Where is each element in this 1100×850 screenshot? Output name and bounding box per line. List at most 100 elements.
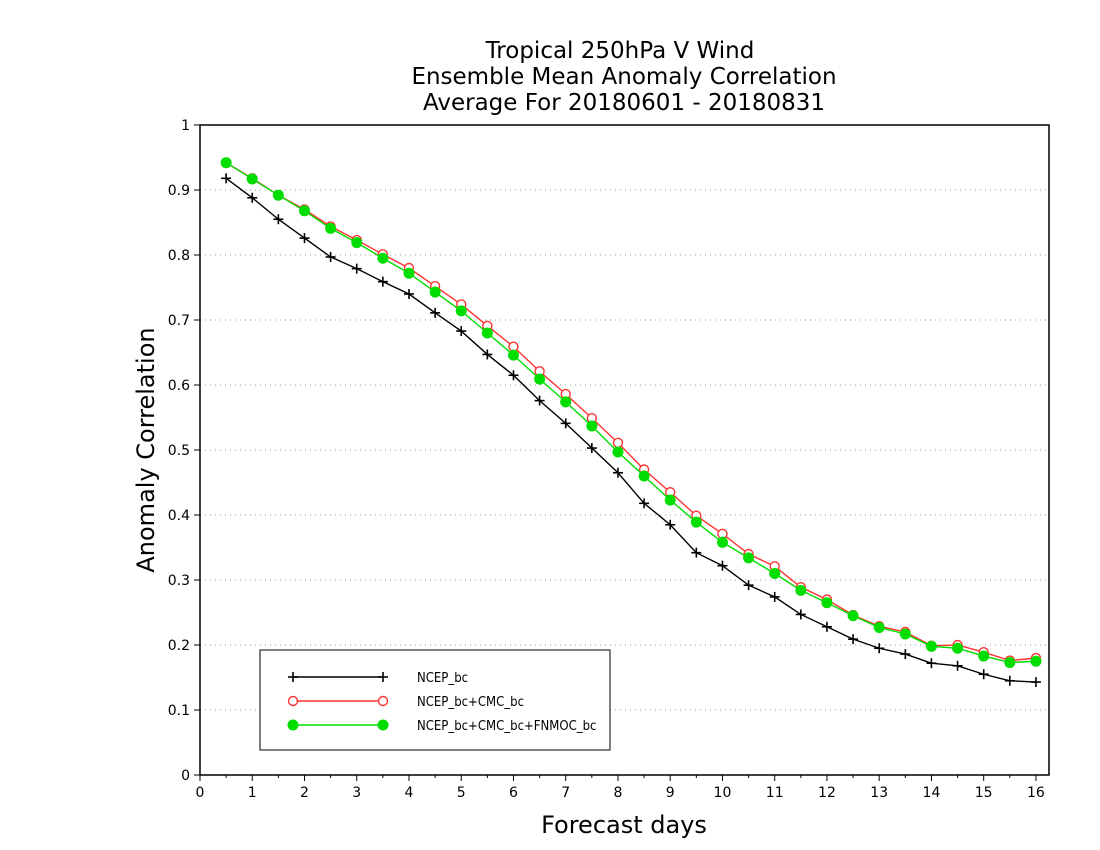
data-point <box>638 470 650 482</box>
series-layer <box>220 157 1042 688</box>
data-point <box>978 650 990 662</box>
legend-marker <box>288 672 298 682</box>
legend-label: NCEP_bc+CMC_bc <box>417 695 524 710</box>
y-tick-label: 0.8 <box>168 248 190 264</box>
data-point <box>377 252 389 264</box>
data-point <box>821 621 832 632</box>
data-point <box>795 584 807 596</box>
data-point <box>325 251 336 262</box>
data-point <box>716 536 728 548</box>
y-tick-label: 0.2 <box>168 638 190 654</box>
x-tick-label: 3 <box>352 785 361 801</box>
series-1 <box>221 173 1041 688</box>
data-point <box>900 649 911 660</box>
data-point <box>874 643 885 654</box>
legend-marker <box>378 672 388 682</box>
data-point <box>717 560 728 571</box>
data-point <box>481 327 493 339</box>
data-point <box>586 420 598 432</box>
x-axis-title: Forecast days <box>541 811 707 839</box>
data-point <box>899 628 911 640</box>
x-tick-label: 4 <box>405 785 414 801</box>
data-point <box>848 634 859 645</box>
data-point <box>795 609 806 620</box>
y-tick-label: 0 <box>181 768 190 784</box>
x-tick-label: 8 <box>614 785 623 801</box>
data-point <box>273 214 284 225</box>
y-tick-label: 1 <box>181 118 190 134</box>
data-point <box>429 286 441 298</box>
data-point <box>508 370 519 381</box>
data-point <box>221 173 232 184</box>
y-tick-label: 0.1 <box>168 703 190 719</box>
data-point <box>612 437 624 449</box>
series-3 <box>220 157 1042 669</box>
data-point <box>403 289 414 299</box>
x-tick-label: 16 <box>1027 785 1045 801</box>
series-line <box>225 162 1036 664</box>
x-tick-label: 7 <box>561 785 570 801</box>
data-point <box>926 658 937 669</box>
data-point <box>560 396 572 408</box>
legend-marker <box>377 695 389 707</box>
series-2 <box>220 157 1042 666</box>
x-tick-label: 1 <box>248 785 257 801</box>
x-tick-label: 10 <box>714 785 732 801</box>
data-point <box>847 610 859 622</box>
data-point <box>325 222 337 234</box>
data-point <box>246 173 258 185</box>
y-tick-label: 0.7 <box>168 313 190 329</box>
data-point <box>691 547 702 558</box>
legend-entry: NCEP_bc+CMC_bc+FNMOC_bc <box>287 719 596 734</box>
data-point <box>743 580 754 591</box>
data-point <box>690 516 702 528</box>
legend-entry: NCEP_bc <box>288 671 468 686</box>
legend-box <box>259 649 611 751</box>
data-point <box>482 349 493 360</box>
y-tick-label: 0.3 <box>168 573 190 589</box>
data-point <box>351 263 362 274</box>
y-axis-title: Anomaly Correlation <box>132 327 160 572</box>
legend-label: NCEP_bc <box>417 671 468 686</box>
x-tick-label: 6 <box>509 785 518 801</box>
data-point <box>507 349 519 361</box>
legend-marker <box>287 695 299 707</box>
data-point <box>456 326 467 337</box>
data-point <box>1004 657 1016 669</box>
data-point <box>1030 677 1041 688</box>
data-point <box>769 591 780 602</box>
chart-title: Tropical 250hPa V Wind Ensemble Mean Ano… <box>411 38 836 116</box>
data-point <box>612 446 624 458</box>
x-tick-label: 13 <box>870 785 888 801</box>
data-point <box>952 642 964 654</box>
x-tick-label: 12 <box>818 785 836 801</box>
x-tick-label: 15 <box>975 785 993 801</box>
data-point <box>403 267 415 279</box>
title-line-2: Ensemble Mean Anomaly Correlation <box>411 64 836 90</box>
series-line <box>225 177 1036 683</box>
data-point <box>925 640 937 652</box>
data-point <box>247 192 258 203</box>
data-point <box>612 467 623 478</box>
legend-label: NCEP_bc+CMC_bc+FNMOC_bc <box>417 719 596 734</box>
y-tick-label: 0.5 <box>168 443 190 459</box>
x-tick-label: 5 <box>457 785 466 801</box>
data-point <box>586 443 597 454</box>
x-tick-label: 11 <box>766 785 784 801</box>
data-point <box>978 669 989 680</box>
data-point <box>1004 675 1015 686</box>
data-point <box>430 307 441 318</box>
x-tick-label: 14 <box>923 785 941 801</box>
title-line-1: Tropical 250hPa V Wind <box>485 38 755 64</box>
data-point <box>560 418 571 429</box>
title-line-3: Average For 20180601 - 20180831 <box>423 90 825 116</box>
y-tick-label: 0.4 <box>168 508 190 524</box>
y-tick-label: 0.6 <box>168 378 190 394</box>
data-point <box>455 305 467 317</box>
data-point <box>664 494 676 506</box>
x-tick-label: 9 <box>666 785 675 801</box>
data-point <box>377 276 388 287</box>
data-point <box>952 660 963 671</box>
data-point <box>743 552 755 564</box>
x-tick-label: 0 <box>196 785 205 801</box>
